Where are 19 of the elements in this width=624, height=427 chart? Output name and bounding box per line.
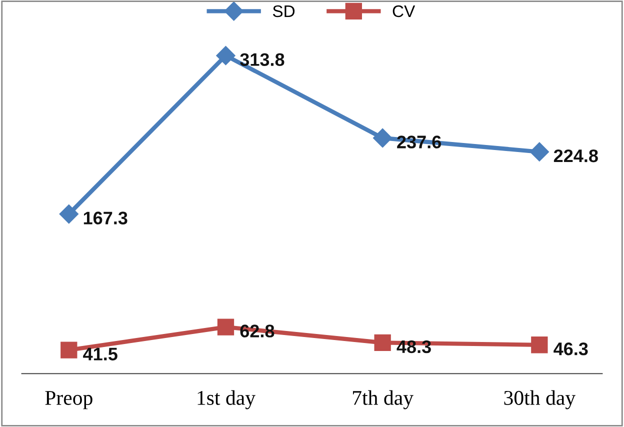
legend-label: SD [272,5,295,18]
x-tick-label: Preop [45,391,92,410]
x-tick-label: 30th day [504,390,576,410]
point [374,334,391,352]
data-label: 313.8 [240,53,284,66]
x-tick-label: 1st day [198,390,256,410]
point [59,204,78,224]
data-label: 167.3 [84,212,128,224]
point [217,318,234,336]
data-label: 41.5 [83,348,118,360]
data-label: 224.8 [554,149,598,162]
point [530,142,549,162]
x-tick-label: 7th day [353,390,414,410]
point [531,336,548,354]
point [373,128,392,148]
point [60,342,78,358]
legend-label: CV [392,5,416,18]
point [216,46,236,66]
data-label: 46.3 [554,342,588,356]
